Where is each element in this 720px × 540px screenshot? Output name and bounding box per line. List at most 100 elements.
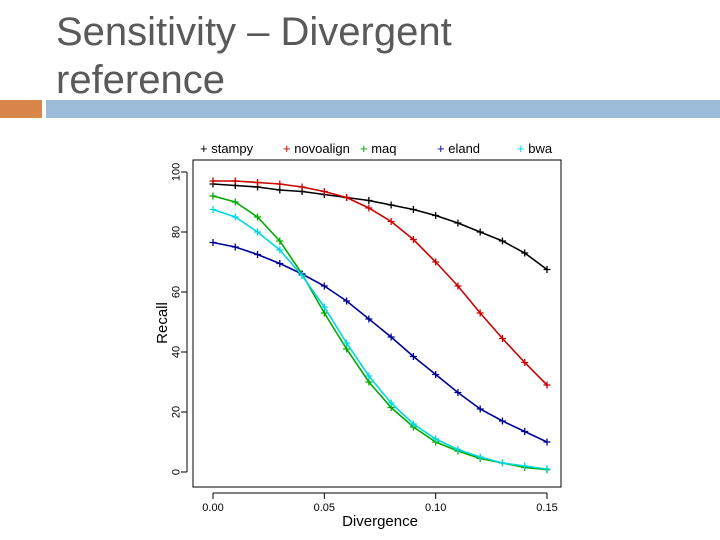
point-marker-novoalign: [276, 180, 284, 188]
legend: + stampy + novoalign + maq + eland + bwa: [200, 141, 553, 156]
series-layer: [209, 177, 551, 474]
legend-symbol-bwa: +: [517, 141, 528, 156]
point-marker-eland: [387, 333, 395, 341]
point-marker-eland: [521, 428, 529, 435]
point-marker-novoalign: [209, 177, 217, 185]
slide-title: Sensitivity – Divergent reference: [56, 10, 452, 102]
x-tick-label: 0.15: [536, 502, 557, 514]
y-axis: 0 20 40 60 80 100: [171, 163, 188, 475]
point-marker-eland: [432, 371, 440, 378]
point-marker-stampy: [365, 197, 373, 204]
point-marker-eland: [231, 243, 239, 251]
point-marker-novoalign: [254, 179, 262, 186]
point-marker-bwa: [387, 399, 395, 407]
point-marker-novoalign: [543, 381, 551, 389]
series-eland: [209, 239, 551, 446]
point-marker-bwa: [365, 372, 373, 380]
point-marker-novoalign: [387, 218, 395, 225]
point-marker-maq: [365, 378, 373, 386]
point-marker-eland: [476, 405, 484, 413]
series-line-bwa: [212, 208, 548, 470]
point-marker-eland: [209, 239, 217, 246]
legend-item-novoalign: + novoalign: [283, 141, 350, 156]
point-marker-eland: [543, 438, 551, 446]
point-marker-bwa: [231, 213, 239, 221]
title-accent-bar: [0, 100, 42, 118]
title-underline-bar: [46, 100, 720, 118]
legend-symbol-novoalign: +: [283, 141, 294, 156]
x-tick-label: 0.05: [314, 502, 335, 514]
point-marker-eland: [498, 417, 506, 425]
point-marker-novoalign: [454, 282, 462, 290]
series-line-novoalign: [213, 180, 548, 386]
legend-label-stampy: stampy: [211, 141, 253, 156]
legend-symbol-maq: +: [360, 141, 371, 156]
series-line-stampy: [212, 183, 548, 271]
legend-item-maq: + maq: [360, 141, 397, 156]
point-marker-stampy: [432, 212, 440, 219]
x-tick-label: 0.10: [425, 502, 446, 514]
point-marker-eland: [409, 353, 417, 360]
point-marker-bwa: [543, 465, 551, 473]
point-marker-bwa: [343, 339, 351, 347]
point-marker-eland: [365, 315, 373, 323]
point-marker-novoalign: [320, 188, 328, 195]
point-marker-stampy: [454, 219, 462, 227]
point-marker-novoalign: [521, 359, 529, 366]
point-marker-maq: [320, 309, 328, 317]
point-marker-bwa: [454, 446, 462, 453]
point-marker-eland: [343, 297, 351, 305]
series-stampy: [209, 180, 551, 273]
point-marker-eland: [320, 282, 328, 290]
point-marker-stampy: [521, 249, 529, 257]
point-marker-eland: [454, 389, 462, 396]
point-marker-bwa: [276, 246, 284, 254]
point-marker-novoalign: [498, 335, 506, 342]
point-marker-novoalign: [343, 194, 351, 201]
point-marker-bwa: [209, 206, 217, 213]
point-marker-stampy: [276, 186, 284, 194]
legend-label-eland: eland: [448, 141, 480, 156]
legend-symbol-eland: +: [437, 141, 448, 156]
point-marker-maq: [276, 237, 284, 245]
series-bwa: [209, 206, 551, 473]
x-tick-label: 0.00: [202, 502, 223, 514]
legend-label-novoalign: novoalign: [294, 141, 350, 156]
x-axis-label: Divergence: [342, 513, 418, 530]
point-marker-bwa: [254, 228, 262, 236]
y-tick-label: 60: [171, 286, 183, 298]
point-marker-eland: [276, 260, 284, 267]
point-marker-stampy: [498, 237, 506, 245]
point-marker-bwa: [298, 272, 306, 279]
point-marker-stampy: [543, 266, 551, 273]
y-tick-label: 40: [171, 346, 183, 358]
plot-frame: [192, 159, 562, 488]
point-marker-bwa: [320, 303, 328, 311]
point-marker-stampy: [409, 206, 417, 213]
point-marker-maq: [343, 345, 351, 353]
point-marker-bwa: [476, 453, 484, 461]
point-marker-maq: [209, 192, 217, 200]
series-line-eland: [212, 241, 548, 443]
point-marker-stampy: [387, 201, 395, 209]
y-axis-label: Recall: [154, 302, 171, 344]
point-marker-novoalign: [476, 309, 484, 317]
point-marker-novoalign: [231, 177, 239, 185]
point-marker-eland: [254, 251, 262, 258]
point-marker-novoalign: [298, 183, 306, 191]
legend-symbol-stampy: +: [200, 141, 211, 156]
x-axis: 0.00 0.05 0.10 0.15: [202, 492, 558, 514]
legend-label-bwa: bwa: [528, 141, 553, 156]
point-marker-novoalign: [365, 204, 373, 212]
y-tick-label: 80: [171, 226, 183, 238]
legend-label-maq: maq: [371, 141, 396, 156]
point-marker-bwa: [409, 420, 417, 428]
series-novoalign: [209, 177, 551, 389]
point-marker-stampy: [476, 228, 484, 236]
legend-item-bwa: + bwa: [517, 141, 553, 156]
point-marker-bwa: [432, 435, 440, 443]
point-marker-bwa: [521, 462, 529, 470]
point-marker-novoalign: [409, 236, 417, 243]
y-tick-label: 100: [171, 163, 183, 181]
